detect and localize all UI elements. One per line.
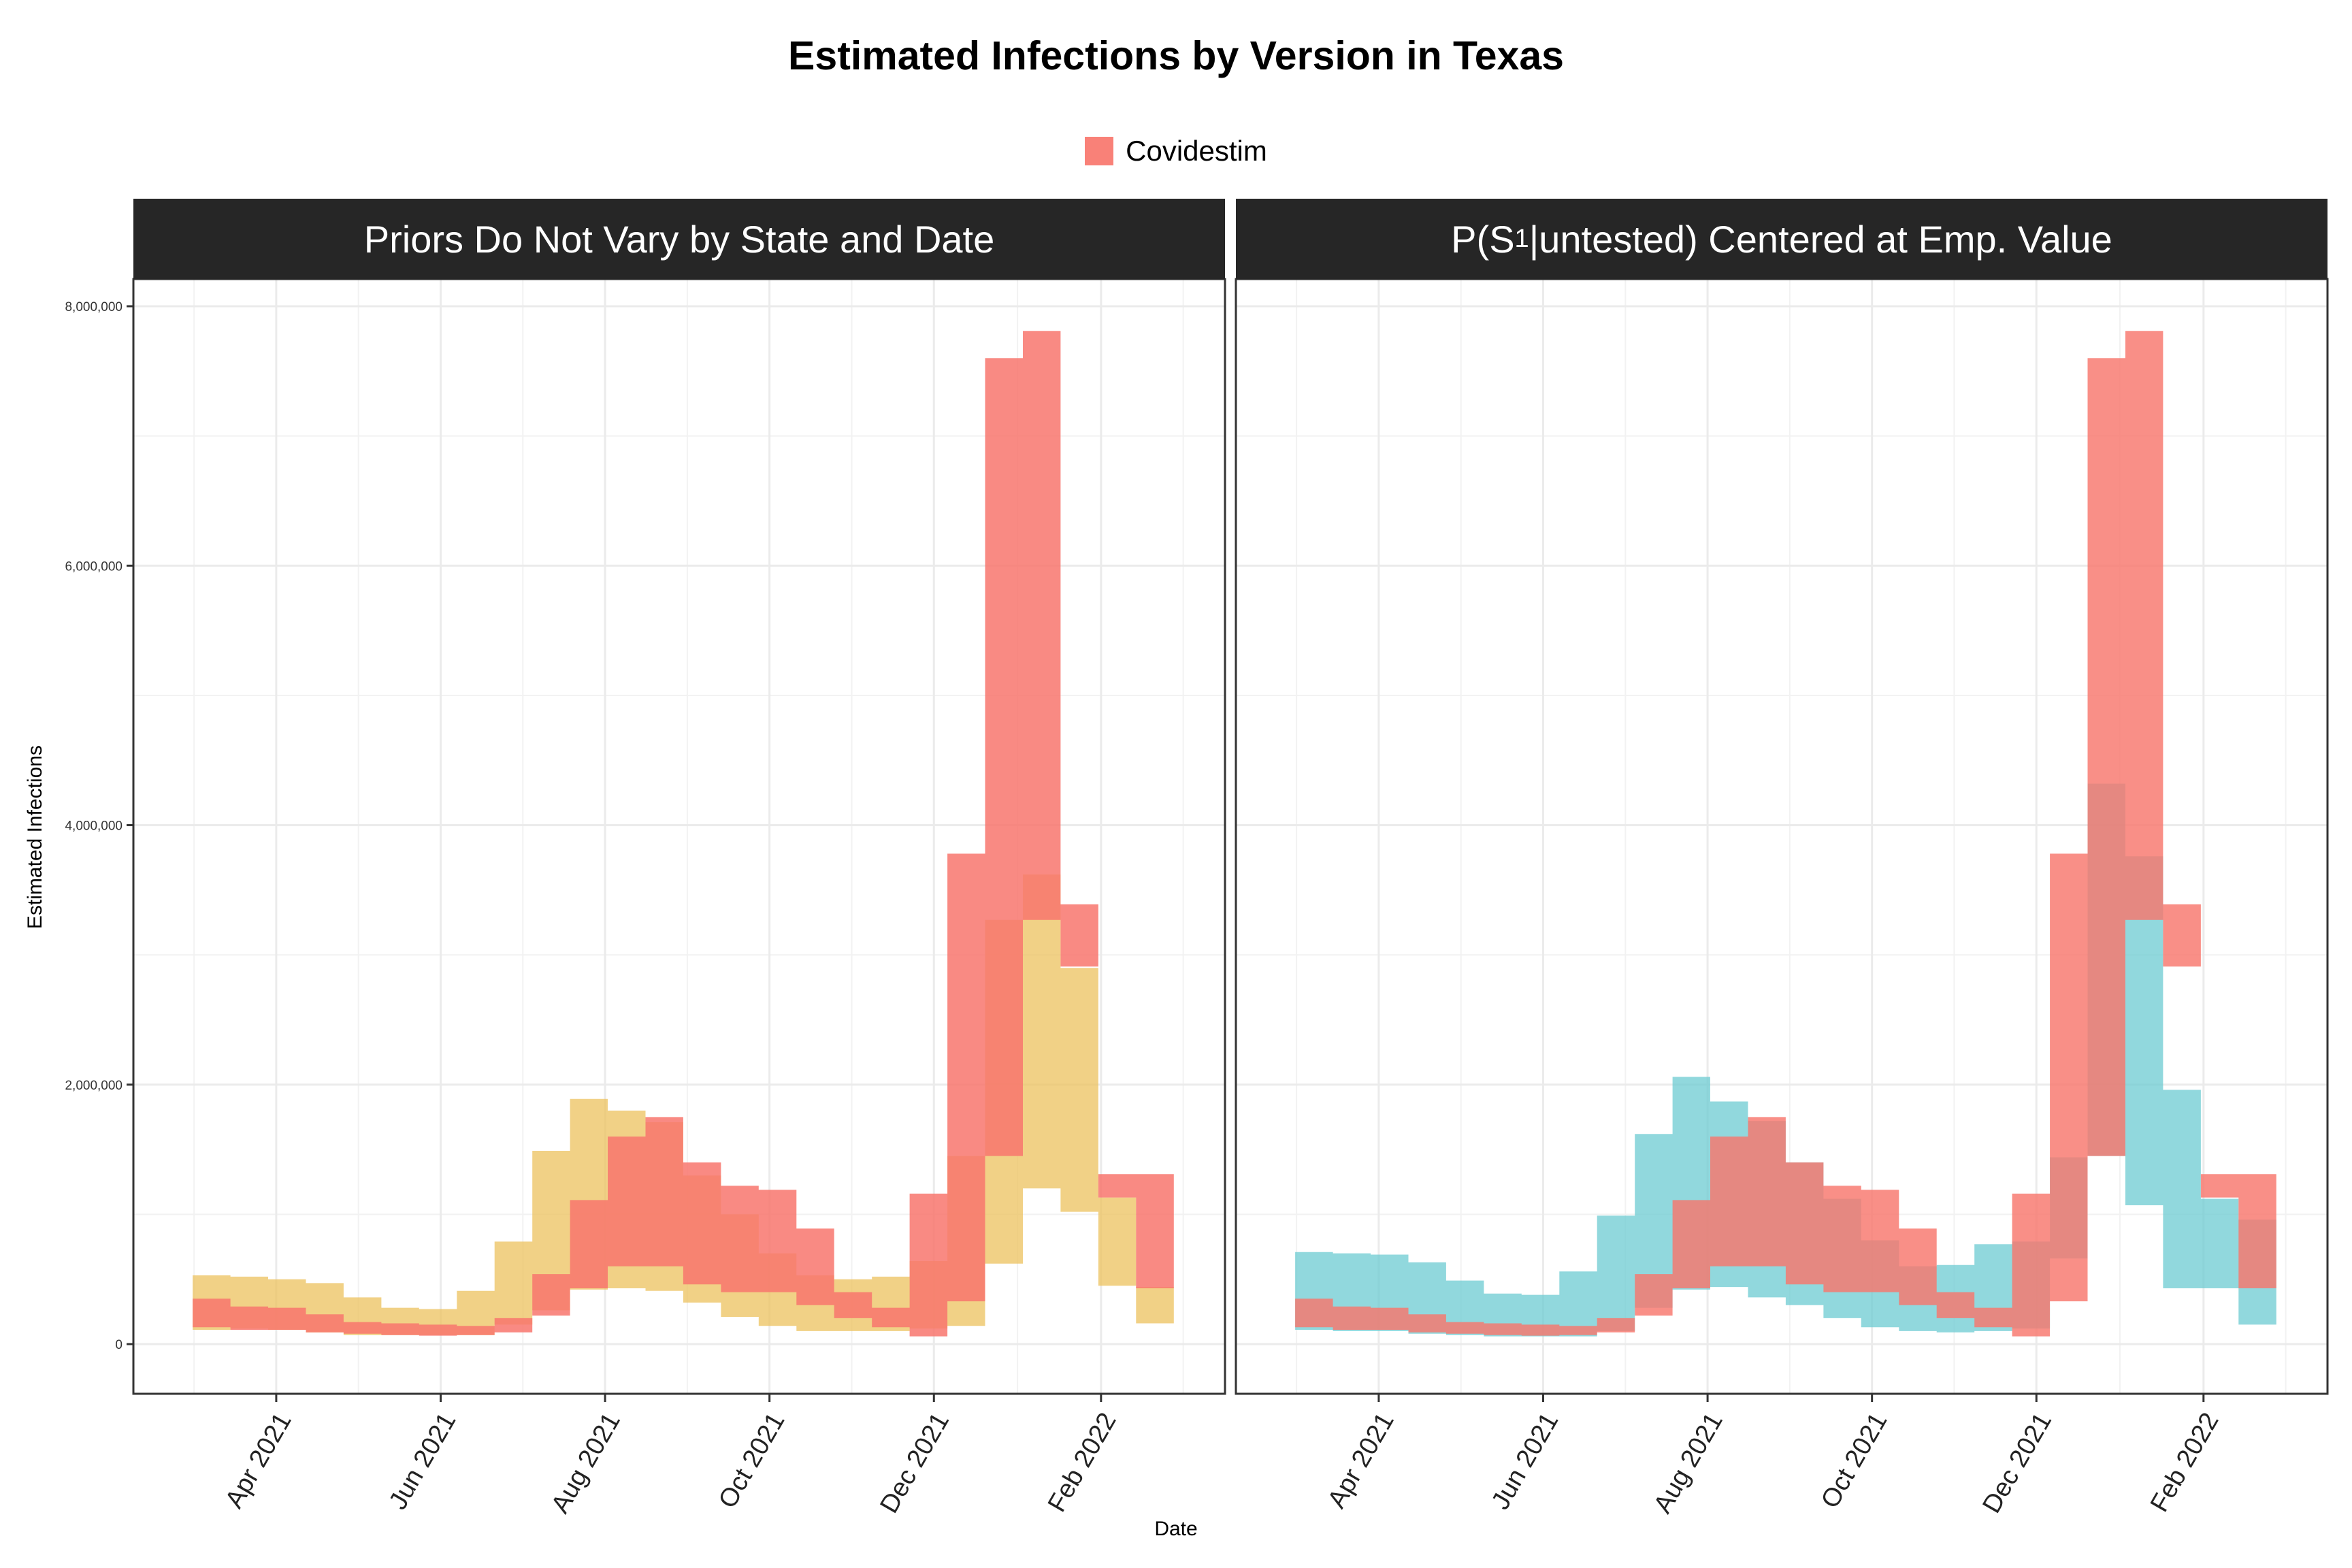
panel-left: Apr 2021 Jun 2021 Aug 2021 Oct 2021 Dec 2021… bbox=[65, 278, 1226, 1518]
panel-border bbox=[132, 278, 1226, 1395]
x-tick-label: Apr 2021 bbox=[1322, 1408, 1399, 1514]
strip-paren-open: ( bbox=[1476, 217, 1490, 261]
strip-paren-close: ) bbox=[1685, 217, 1698, 261]
x-axis-label: Date bbox=[1154, 1518, 1198, 1540]
y-axis-label: Estimated Infections bbox=[24, 745, 46, 930]
strip-right-suffix: Centered at Emp. Value bbox=[1708, 217, 2112, 261]
x-tick-label: Feb 2022 bbox=[1043, 1408, 1122, 1517]
panel-strip-left: Priors Do Not Vary by State and Date bbox=[133, 199, 1225, 279]
legend: Covidestim bbox=[0, 135, 2352, 167]
x-tick-label: Dec 2021 bbox=[875, 1408, 955, 1518]
legend-label-covidestim: Covidestim bbox=[1126, 135, 1267, 167]
x-tick-label: Jun 2021 bbox=[1486, 1408, 1565, 1514]
y-tick-label: 2,000,000 bbox=[65, 1079, 122, 1093]
strip-right-given: untested bbox=[1539, 217, 1686, 261]
x-tick-label: Oct 2021 bbox=[713, 1408, 790, 1514]
panel-border bbox=[1235, 278, 2329, 1395]
x-tick-label: Aug 2021 bbox=[1648, 1408, 1729, 1518]
panel-right: Apr 2021 Jun 2021 Aug 2021 Oct 2021 Dec 2021… bbox=[1235, 278, 2329, 1518]
chart-title: Estimated Infections by Version in Texas bbox=[788, 33, 1564, 78]
y-tick-label: 4,000,000 bbox=[65, 819, 122, 834]
x-tick-label: Feb 2022 bbox=[2145, 1408, 2225, 1517]
x-tick-label: Aug 2021 bbox=[546, 1408, 626, 1518]
strip-bar: | bbox=[1529, 217, 1539, 261]
panel-strip-right: P(S 1 | untested) Centered at Emp. Value bbox=[1236, 199, 2328, 279]
x-tick-label: Apr 2021 bbox=[220, 1408, 297, 1514]
x-tick-label: Jun 2021 bbox=[384, 1408, 462, 1514]
strip-right-sub: 1 bbox=[1514, 224, 1529, 253]
strip-right-prefix: P bbox=[1451, 217, 1477, 261]
legend-swatch-covidestim bbox=[1085, 137, 1114, 165]
x-tick-label: Dec 2021 bbox=[1977, 1408, 2057, 1518]
x-tick-label: Oct 2021 bbox=[1816, 1408, 1893, 1514]
strip-right-s: S bbox=[1489, 217, 1515, 261]
y-tick-label: 6,000,000 bbox=[65, 559, 122, 574]
y-tick-label: 8,000,000 bbox=[65, 300, 122, 314]
y-tick-label: 0 bbox=[115, 1338, 122, 1352]
